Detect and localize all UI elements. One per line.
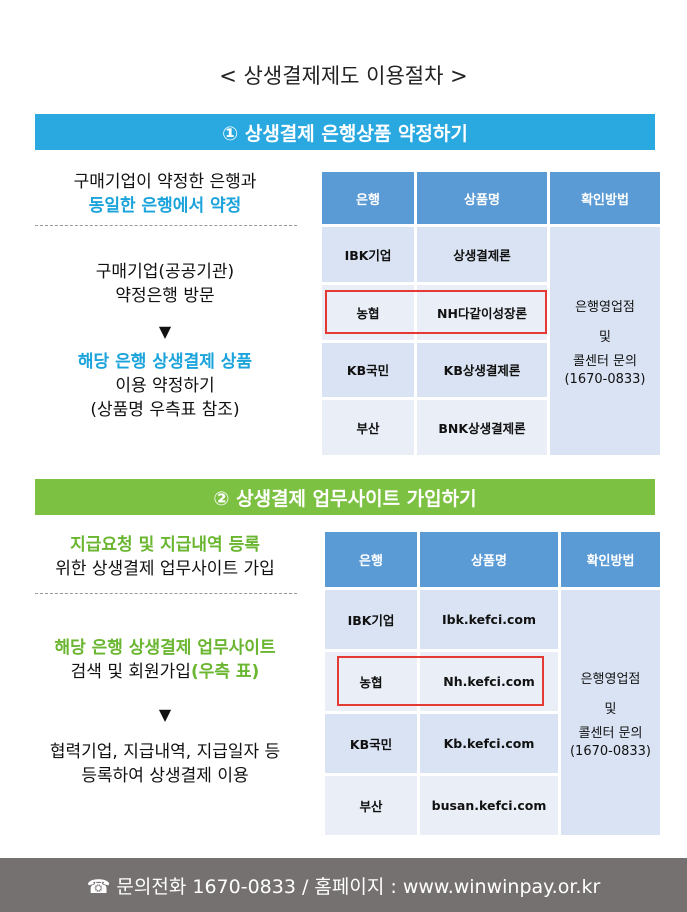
section2-heading: ② 상생결제 업무사이트 가입하기 <box>35 479 655 515</box>
header-cell: 은행 <box>322 172 414 224</box>
bank-cell: IBK기업 <box>322 227 414 282</box>
section1-heading: ① 상생결제 은행상품 약정하기 <box>35 114 655 150</box>
method-cell: 은행영업점 및 콜센터 문의 (1670-0833) <box>550 227 660 455</box>
table-row: IBK기업 Ibk.kefci.com 은행영업점 및 콜센터 문의 (1670-083… <box>325 590 660 835</box>
table-row: 농협 NH다같이성장론 <box>322 284 660 340</box>
step-line: 등록하여 상생결제 이용 <box>81 766 249 786</box>
bank-cell: KB국민 <box>322 342 414 398</box>
step-line: 해당 은행 상생결제 업무사이트 <box>54 638 276 658</box>
step-line: 구매기업(공공기관) <box>95 262 235 282</box>
highlight-box <box>325 290 547 334</box>
product-cell: NH다같이성장론 <box>417 284 547 340</box>
product-cell: 상생결제론 <box>417 227 547 282</box>
arrow-down-icon: ▼ <box>158 705 172 724</box>
bank-cell: 농협 <box>322 284 414 340</box>
footer-contact: ☎ 문의전화 1670-0833 / 홈페이지 : www.winwinpay.… <box>0 858 687 912</box>
intro-line: 동일한 은행에서 약정 <box>88 196 242 216</box>
product-cell: BNK상생결제론 <box>417 400 547 455</box>
section2-step2: 협력기업, 지급내역, 지급일자 등 등록하여 상생결제 이용 <box>30 740 300 788</box>
table-row: 부산 busan.kefci.com <box>325 776 660 835</box>
method-cell: 은행영업점 및 콜센터 문의 (1670-0833) <box>561 590 660 835</box>
bank-product-table: 은행 상품명 확인방법 IBK기업 상생결제론 은행영업점 및 콜센터 문의 (1670-0… <box>319 169 663 458</box>
bank-cell: IBK기업 <box>325 590 417 649</box>
section2-intro: 지급요청 및 지급내역 등록 위한 상생결제 업무사이트 가입 <box>30 533 300 581</box>
site-link[interactable]: Ibk.kefci.com <box>420 590 558 649</box>
page-title: < 상생결제제도 이용절차 > <box>219 64 468 88</box>
header-cell: 상품명 <box>420 532 558 587</box>
intro-line: 구매기업이 약정한 은행과 <box>73 172 257 192</box>
bank-cell: 농협 <box>325 652 417 711</box>
header-cell: 확인방법 <box>561 532 660 587</box>
step-line: (상품명 우측표 참조) <box>90 400 240 420</box>
section1-intro: 구매기업이 약정한 은행과 동일한 은행에서 약정 <box>30 170 300 218</box>
divider <box>35 593 297 594</box>
table-row: IBK기업 상생결제론 은행영업점 및 콜센터 문의 (1670-0833) <box>322 227 660 455</box>
table-row: 농협 Nh.kefci.com <box>325 652 660 711</box>
bank-cell: 부산 <box>325 776 417 835</box>
header-cell: 은행 <box>325 532 417 587</box>
bank-cell: KB국민 <box>325 714 417 773</box>
table-row: 부산 BNK상생결제론 <box>322 400 660 455</box>
site-link[interactable]: busan.kefci.com <box>420 776 558 835</box>
highlight-box <box>337 656 544 706</box>
site-link[interactable]: Nh.kefci.com <box>420 652 558 711</box>
intro-line: 위한 상생결제 업무사이트 가입 <box>55 559 275 579</box>
business-site-table: 은행 상품명 확인방법 IBK기업 Ibk.kefci.com 은행영업점 및 콜센터 문… <box>322 529 663 838</box>
step-line: 약정은행 방문 <box>115 286 215 306</box>
header-cell: 상품명 <box>417 172 547 224</box>
divider <box>35 225 297 226</box>
bank-cell: 부산 <box>322 400 414 455</box>
product-cell: KB상생결제론 <box>417 342 547 398</box>
step-line-highlight: (우측 표) <box>190 662 260 682</box>
section1-step1: 구매기업(공공기관) 약정은행 방문 <box>30 260 300 308</box>
step-line: 협력기업, 지급내역, 지급일자 등 <box>49 742 281 762</box>
intro-line: 지급요청 및 지급내역 등록 <box>70 535 260 555</box>
section2-step1: 해당 은행 상생결제 업무사이트 검색 및 회원가입(우측 표) <box>30 636 300 684</box>
step-line: 해당 은행 상생결제 상품 <box>77 352 253 372</box>
table-row: KB국민 Kb.kefci.com <box>325 714 660 773</box>
step-line: 이용 약정하기 <box>115 376 215 396</box>
site-link[interactable]: Kb.kefci.com <box>420 714 558 773</box>
section1-step2: 해당 은행 상생결제 상품 이용 약정하기 (상품명 우측표 참조) <box>30 350 300 422</box>
header-cell: 확인방법 <box>550 172 660 224</box>
step-line: 검색 및 회원가입 <box>70 662 191 682</box>
table-row: KB국민 KB상생결제론 <box>322 342 660 398</box>
arrow-down-icon: ▼ <box>158 322 172 341</box>
